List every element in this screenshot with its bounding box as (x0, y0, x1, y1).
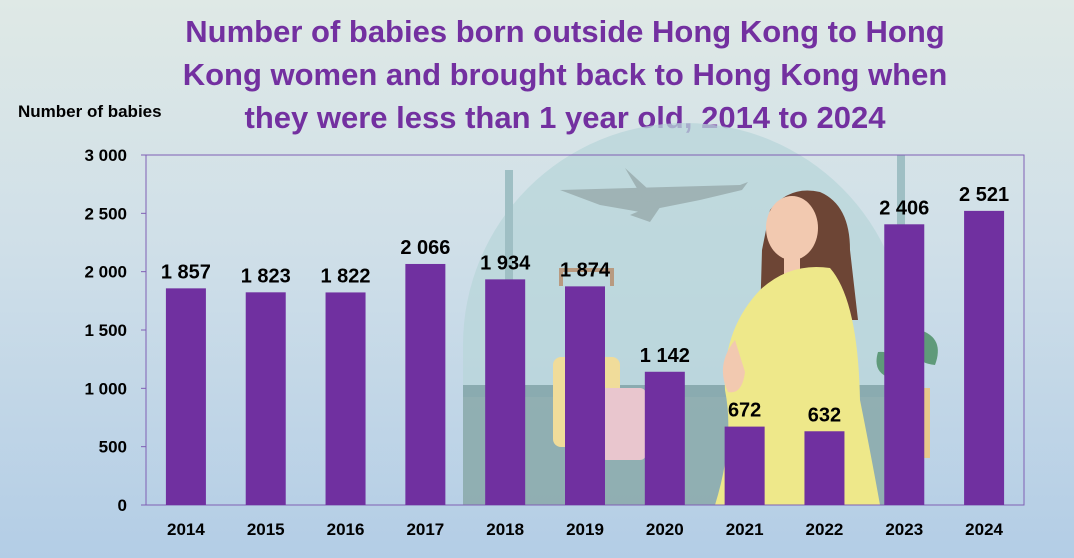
value-label: 2 521 (959, 184, 1009, 206)
x-tick-label: 2018 (486, 520, 524, 539)
value-label: 1 823 (241, 265, 291, 287)
x-tick-label: 2016 (327, 520, 365, 539)
x-tick-label: 2021 (726, 520, 764, 539)
value-label: 1 857 (161, 261, 211, 283)
pink-suitcase-illustration (600, 388, 646, 460)
x-tick-label: 2019 (566, 520, 604, 539)
x-tick-label: 2014 (167, 520, 205, 539)
x-tick-label: 2020 (646, 520, 684, 539)
y-axis: 0 500 1 000 1 500 2 000 2 500 3 000 (84, 146, 146, 515)
value-label: 632 (808, 404, 841, 426)
y-tick-label: 1 500 (84, 321, 127, 340)
suitcase-handle-illustration (559, 268, 614, 286)
value-label: 1 822 (321, 265, 371, 287)
bar-2023 (884, 224, 925, 506)
x-axis-labels-group: 2014 2015 2016 2017 2018 2019 2020 2021 2022 2023… (167, 520, 1004, 539)
bar-2022 (804, 431, 845, 505)
bars-group (165, 210, 1005, 506)
bar-2017 (405, 263, 446, 505)
y-tick-label: 2 500 (84, 204, 127, 223)
value-label: 2 406 (879, 197, 929, 219)
chart-title: Number of babies born outside Hong Kong … (182, 14, 948, 135)
y-axis-label: Number of babies (18, 102, 162, 121)
value-label: 672 (728, 400, 761, 422)
y-tick-label: 1 000 (84, 379, 127, 398)
bar-2014 (165, 288, 206, 505)
bar-2019 (565, 286, 605, 505)
bar-2020 (644, 371, 685, 505)
y-tick-label: 0 (118, 496, 127, 515)
y-tick-label: 3 000 (84, 146, 127, 165)
value-label: 1 142 (640, 345, 690, 367)
y-tick-label: 500 (99, 438, 127, 457)
x-tick-label: 2017 (406, 520, 444, 539)
value-labels-group: 1 857 1 823 1 822 2 066 1 934 1 874 1 142 672 63… (161, 184, 1009, 426)
y-tick-label: 2 000 (84, 263, 127, 282)
x-tick-label: 2024 (965, 520, 1003, 539)
value-label: 1 934 (480, 252, 531, 274)
value-label: 1 874 (560, 259, 611, 281)
x-tick-label: 2023 (885, 520, 923, 539)
bar-2015 (245, 292, 286, 505)
value-label: 2 066 (400, 237, 450, 259)
bar-2021 (724, 426, 765, 505)
x-tick-label: 2015 (247, 520, 285, 539)
background-illustration (463, 123, 938, 505)
bar-2016 (325, 292, 366, 505)
x-tick-label: 2022 (806, 520, 844, 539)
airplane-illustration (560, 168, 748, 222)
bar-2018 (485, 279, 526, 505)
bar-2024 (964, 210, 1005, 505)
